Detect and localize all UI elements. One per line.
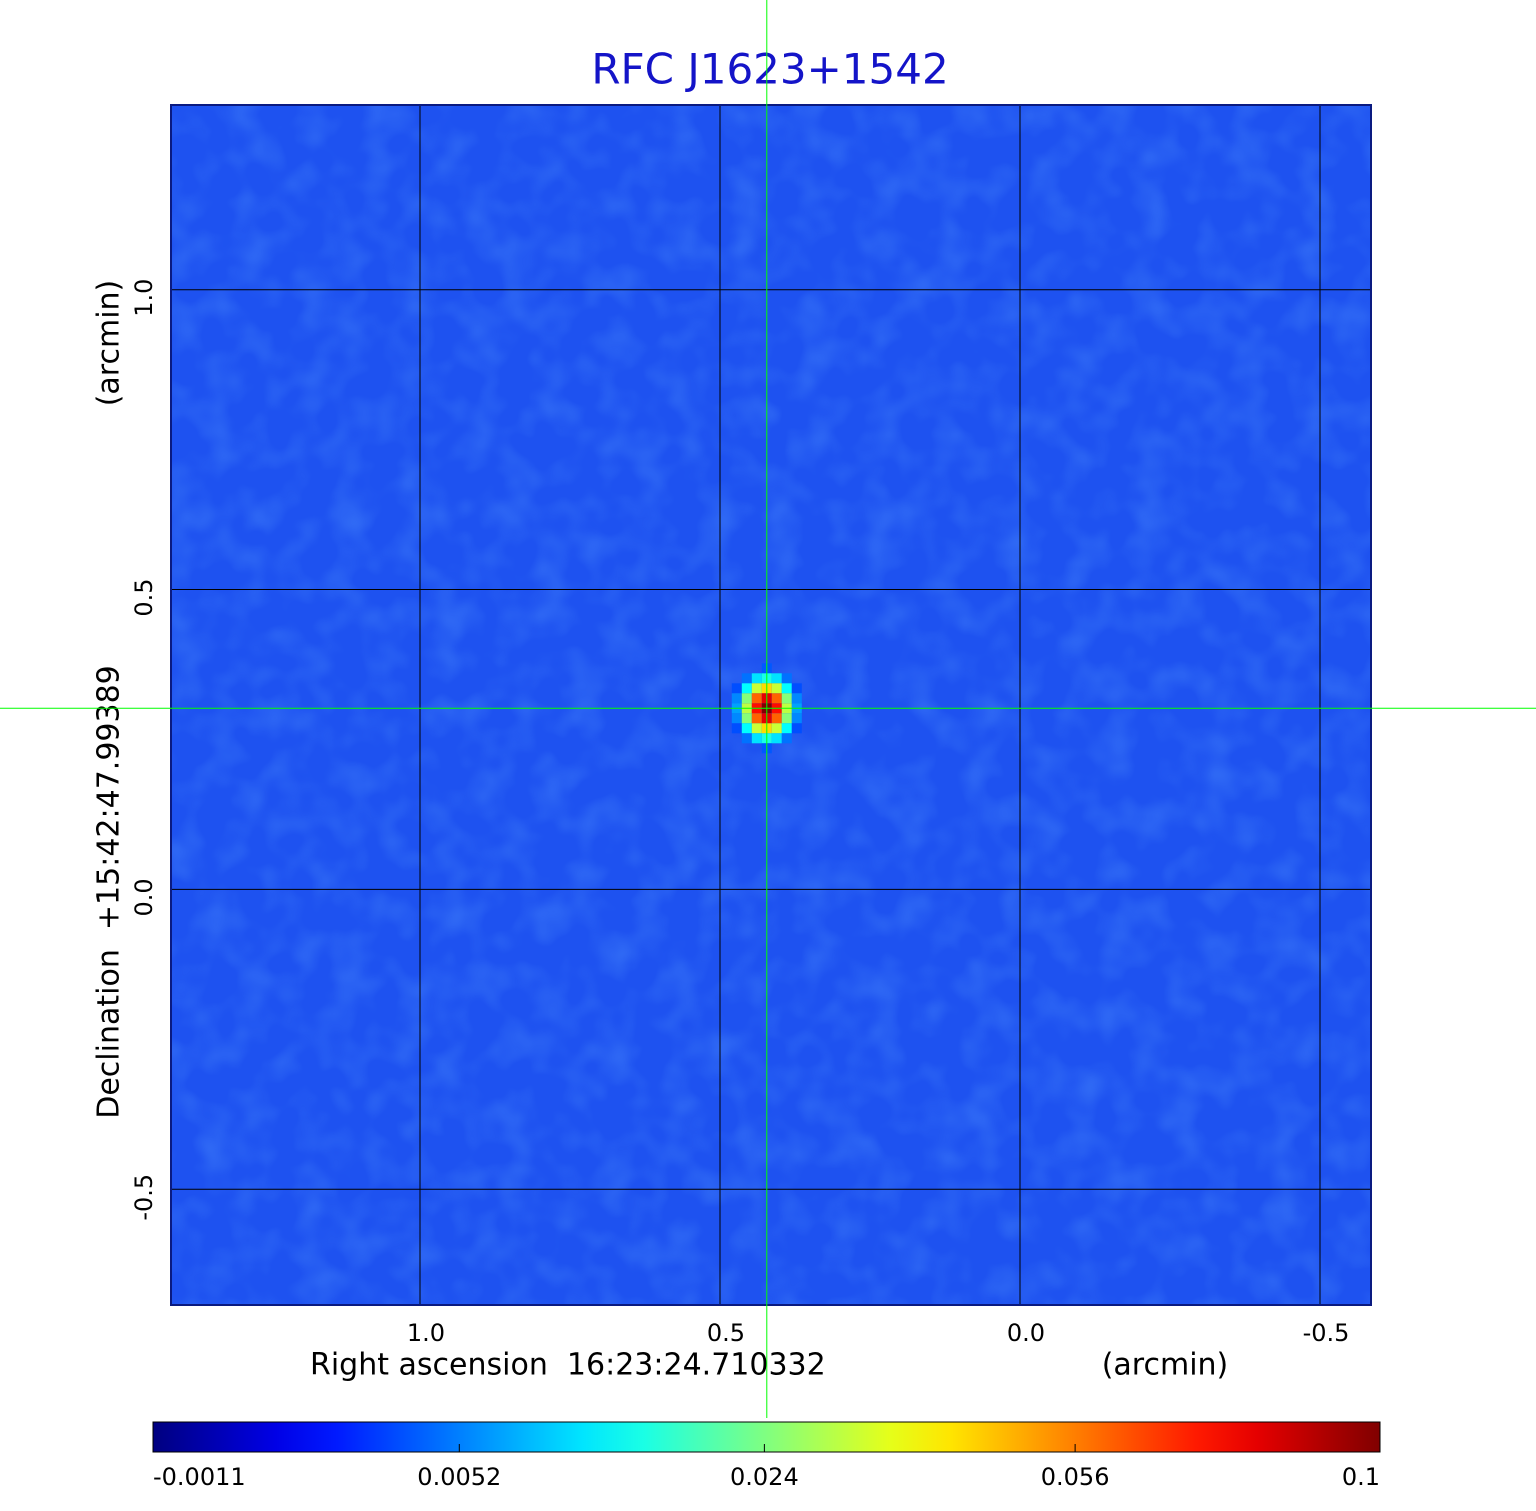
colorbar-tick-label: 0.056 [1041, 1463, 1110, 1491]
source-pixel [731, 683, 742, 694]
source-pixel [791, 693, 802, 704]
source-pixel [731, 693, 742, 704]
source-pixel [751, 723, 762, 734]
x-axis-unit: (arcmin) [1102, 1348, 1229, 1383]
source-pixel [771, 723, 782, 734]
y-tick-label: -0.5 [130, 1174, 158, 1221]
source-pixel [771, 693, 782, 704]
y-tick-label: 1.0 [130, 279, 158, 317]
x-tick-label: -0.5 [1303, 1319, 1350, 1347]
x-tick-label: 0.5 [707, 1319, 745, 1347]
source-pixel [731, 723, 742, 734]
source-pixel [791, 683, 802, 694]
source-pixel [751, 693, 762, 704]
source-pixel [751, 713, 762, 724]
source-pixel [741, 713, 752, 724]
source-pixel [781, 693, 792, 704]
source-pixel [781, 733, 792, 744]
source-pixel [741, 733, 752, 744]
y-axis-unit: (arcmin) [92, 280, 127, 407]
source-pixel [771, 713, 782, 724]
source-pixel [781, 723, 792, 734]
source-pixel [791, 713, 802, 724]
source-pixel [731, 713, 742, 724]
source-pixel [771, 733, 782, 744]
source-pixel [741, 723, 752, 734]
source-pixel [771, 673, 782, 684]
source-pixel [751, 673, 762, 684]
source-pixel [781, 683, 792, 694]
x-tick-label: 1.0 [407, 1319, 445, 1347]
y-axis-label: Declination +15:42:47.99389 [92, 665, 127, 1119]
y-tick-label: 0.5 [130, 578, 158, 616]
source-pixel [771, 683, 782, 694]
colorbar [152, 1421, 1381, 1453]
source-pixel [781, 713, 792, 724]
y-tick-label: 0.0 [130, 878, 158, 916]
source-pixel [781, 673, 792, 684]
plot-frame [170, 104, 1372, 1306]
x-tick-label: 0.0 [1007, 1319, 1045, 1347]
colorbar-tick-label: 0.1 [1342, 1463, 1380, 1491]
source-pixel [741, 683, 752, 694]
source-pixel [751, 683, 762, 694]
source-pixel [741, 693, 752, 704]
colorbar-tick-label: 0.024 [730, 1463, 799, 1491]
source-pixel [791, 723, 802, 734]
x-axis-label: Right ascension 16:23:24.710332 [310, 1348, 826, 1383]
colorbar-tick-label: -0.0011 [153, 1463, 246, 1491]
colorbar-tick-label: 0.0052 [417, 1463, 501, 1491]
chart-title: RFC J1623+1542 [591, 45, 948, 94]
source-pixel [741, 673, 752, 684]
source-pixel [751, 733, 762, 744]
